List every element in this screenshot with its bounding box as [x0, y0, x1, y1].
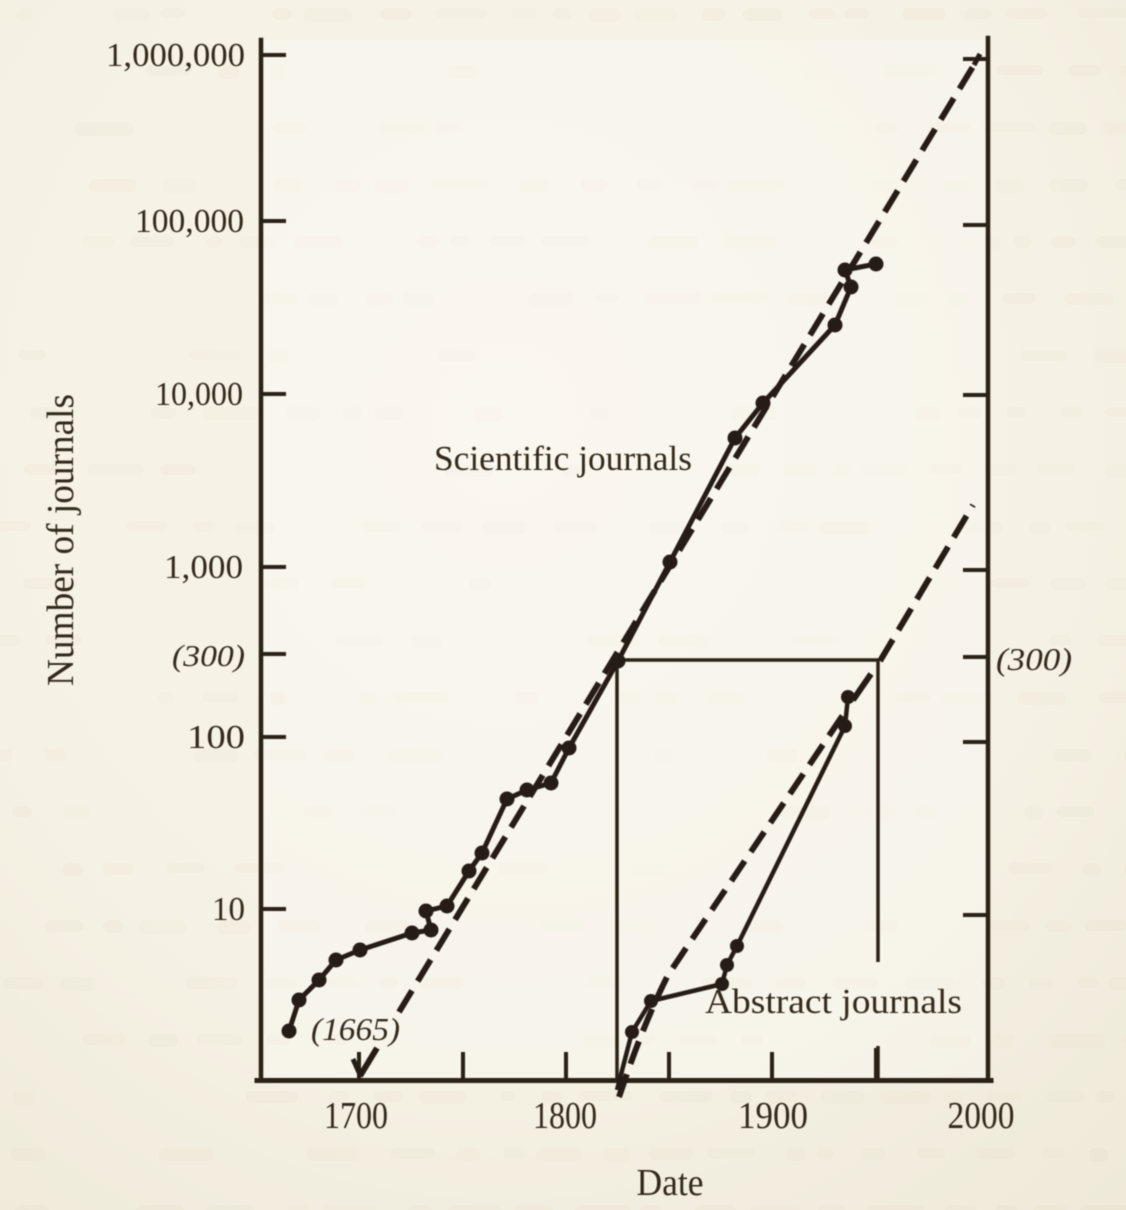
- svg-text:Date: Date: [637, 1162, 704, 1204]
- svg-text:1700: 1700: [324, 1095, 388, 1137]
- svg-text:10: 10: [212, 891, 245, 928]
- svg-text:1,000,000: 1,000,000: [106, 37, 245, 74]
- svg-text:(1665): (1665): [311, 1011, 400, 1047]
- svg-text:10,000: 10,000: [155, 376, 243, 413]
- svg-text:1800: 1800: [533, 1095, 597, 1137]
- svg-text:Number of journals: Number of journals: [40, 394, 82, 686]
- svg-text:1,000: 1,000: [164, 549, 243, 586]
- svg-text:2000: 2000: [948, 1095, 1015, 1137]
- svg-text:(300): (300): [172, 638, 245, 673]
- svg-text:Scientific journals: Scientific journals: [434, 439, 692, 478]
- svg-text:100: 100: [187, 719, 245, 756]
- svg-text:1900: 1900: [738, 1095, 808, 1137]
- svg-text:Abstract journals: Abstract journals: [705, 982, 962, 1021]
- svg-text:100,000: 100,000: [135, 203, 244, 240]
- svg-text:(300): (300): [996, 641, 1072, 677]
